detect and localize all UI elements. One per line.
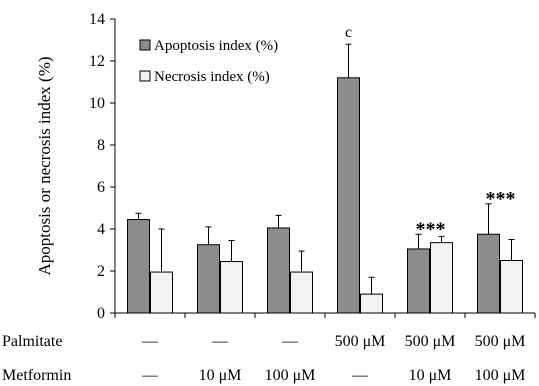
condition-value: 10 μM bbox=[199, 367, 242, 384]
significance-label: *** bbox=[416, 218, 446, 240]
condition-value: 100 μM bbox=[475, 367, 526, 384]
bar-apoptosis bbox=[197, 244, 220, 314]
legend-swatch bbox=[139, 70, 151, 82]
bar-necrosis bbox=[290, 271, 313, 314]
condition-value: 100 μM bbox=[265, 367, 316, 384]
y-tick-label: 8 bbox=[97, 137, 105, 154]
y-tick-label: 12 bbox=[89, 53, 105, 70]
bar-necrosis bbox=[360, 293, 383, 314]
significance-label: c bbox=[345, 24, 352, 41]
bar-apoptosis bbox=[127, 219, 150, 314]
y-tick-label: 14 bbox=[89, 11, 105, 28]
condition-table: Palmitate — — — 500 μM 500 μM 500 μM Metformin —… bbox=[2, 333, 525, 384]
condition-value: — bbox=[141, 367, 159, 384]
legend: Apoptosis index (%) Necrosis index (%) bbox=[139, 38, 278, 85]
y-tick-label: 4 bbox=[97, 221, 105, 238]
significance-label: *** bbox=[486, 188, 516, 210]
condition-value: — bbox=[141, 333, 159, 350]
condition-value: 500 μM bbox=[335, 333, 386, 350]
bar-apoptosis bbox=[477, 233, 500, 314]
legend-label: Apoptosis index (%) bbox=[154, 38, 278, 54]
bar-necrosis bbox=[430, 242, 453, 314]
bar-necrosis bbox=[150, 271, 173, 314]
bars bbox=[127, 43, 523, 314]
condition-value: 500 μM bbox=[475, 333, 526, 350]
axes: 0 2 4 6 8 10 12 14 bbox=[89, 11, 536, 322]
y-tick-label: 2 bbox=[97, 263, 105, 280]
bar-apoptosis bbox=[337, 77, 360, 314]
y-axis-label: Apoptosis or necrosis index (%) bbox=[35, 56, 54, 275]
legend-label: Necrosis index (%) bbox=[154, 69, 270, 85]
condition-value: — bbox=[211, 333, 229, 350]
condition-value: — bbox=[351, 367, 369, 384]
bar-necrosis bbox=[500, 260, 523, 314]
y-tick-label: 0 bbox=[97, 305, 105, 322]
condition-row-label: Metformin bbox=[2, 367, 71, 384]
y-tick-label: 10 bbox=[89, 95, 105, 112]
bar-necrosis bbox=[220, 261, 243, 314]
legend-swatch bbox=[139, 39, 151, 51]
bar-apoptosis bbox=[267, 227, 290, 314]
y-tick-label: 6 bbox=[97, 179, 105, 196]
condition-value: — bbox=[281, 333, 299, 350]
bar-apoptosis bbox=[407, 248, 430, 314]
condition-value: 10 μM bbox=[409, 367, 452, 384]
condition-row-label: Palmitate bbox=[2, 333, 62, 350]
labels: Apoptosis or necrosis index (%) c *** *** bbox=[35, 24, 516, 275]
condition-value: 500 μM bbox=[405, 333, 456, 350]
